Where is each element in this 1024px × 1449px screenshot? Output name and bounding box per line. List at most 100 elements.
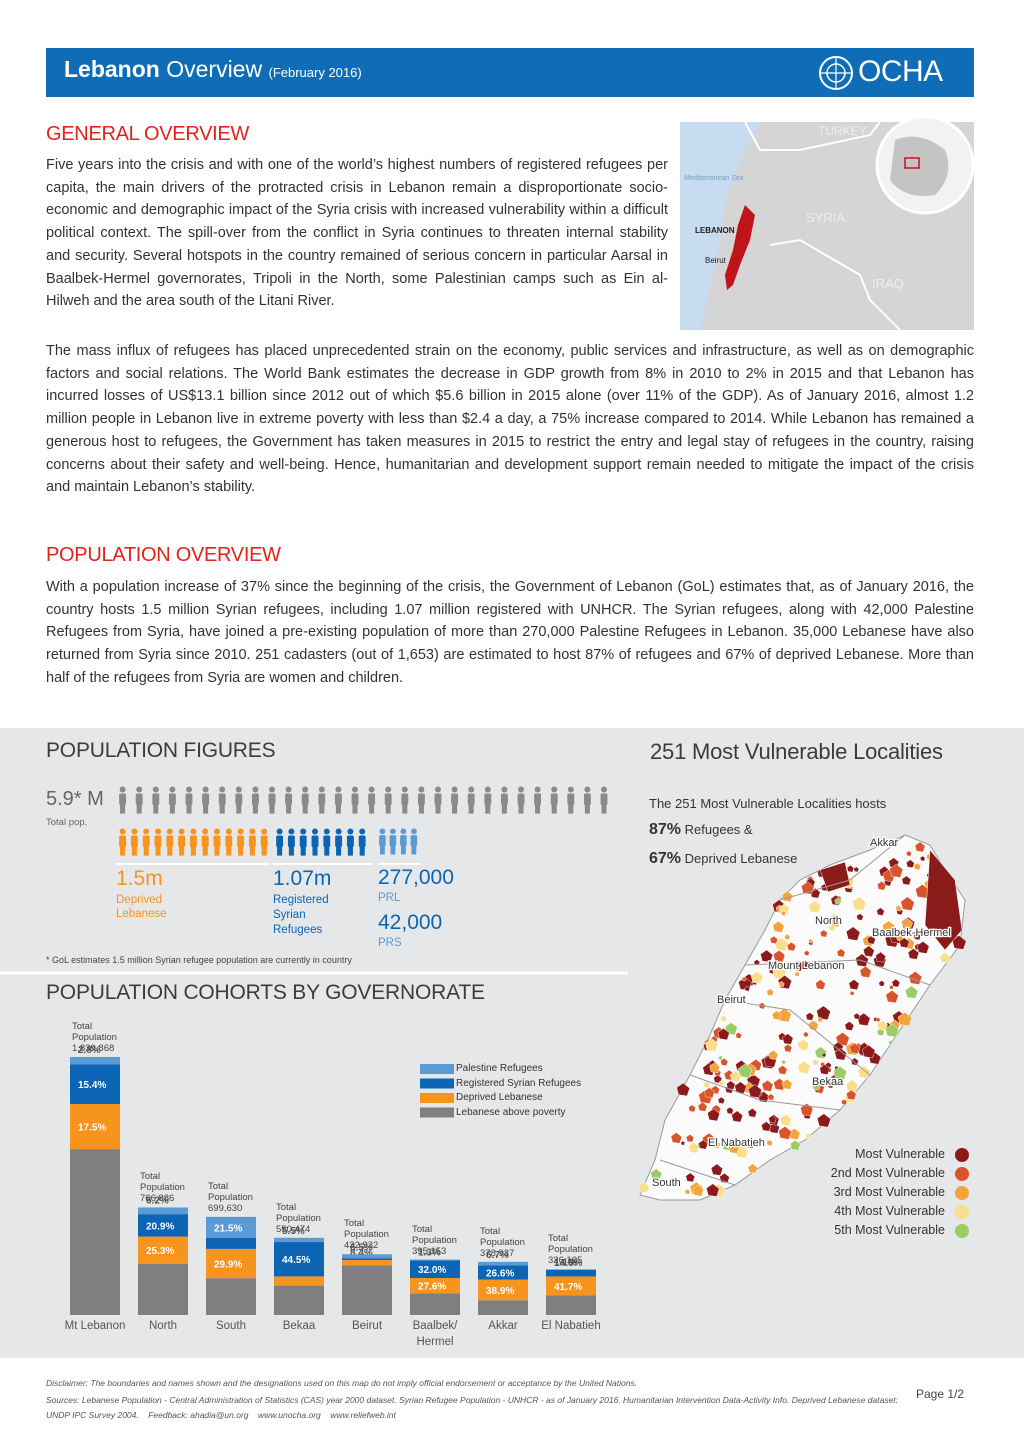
icon-legs xyxy=(568,804,574,814)
segment-label: 6.5% xyxy=(350,1242,373,1253)
icon-legs xyxy=(518,804,524,814)
locality xyxy=(718,1055,724,1061)
legend-label: 2nd Most Vulnerable xyxy=(830,1166,945,1180)
locality xyxy=(866,935,876,945)
locality xyxy=(717,1096,725,1104)
icon-body xyxy=(384,793,392,805)
icon-body xyxy=(484,793,492,805)
person-icon xyxy=(346,828,354,856)
figure-label: Registered Syrian Refugees xyxy=(273,894,329,936)
bar-segment xyxy=(70,1149,120,1315)
locality xyxy=(703,1081,711,1089)
locality xyxy=(862,1044,876,1059)
icon-body xyxy=(550,793,558,805)
locality xyxy=(692,1185,704,1197)
person-icon xyxy=(323,828,331,856)
locality xyxy=(794,971,800,977)
person-icon xyxy=(410,828,418,855)
icon-body xyxy=(400,835,407,847)
icon-body xyxy=(235,793,243,805)
icon-head xyxy=(276,828,283,835)
locality xyxy=(805,1132,812,1140)
locality xyxy=(900,896,915,911)
legend-dot xyxy=(955,1224,969,1238)
locality xyxy=(717,1028,730,1041)
figure-value: 1.5m xyxy=(116,867,163,890)
locality xyxy=(877,881,887,891)
icon-legs xyxy=(136,804,142,814)
locality xyxy=(747,1108,758,1118)
icon-body xyxy=(154,835,162,847)
icon-legs xyxy=(219,804,225,814)
person-icon xyxy=(301,786,309,814)
icon-body xyxy=(218,793,226,805)
locality xyxy=(812,1058,819,1066)
icon-head xyxy=(312,828,318,835)
icon-body xyxy=(178,835,186,847)
x-tick-label: North xyxy=(148,1320,178,1332)
icon-legs xyxy=(435,804,441,814)
inset-lebanon xyxy=(725,205,755,290)
person-icon xyxy=(379,828,386,855)
paragraph: Five years into the crisis and with one … xyxy=(46,157,668,310)
locality xyxy=(849,990,855,996)
segment-label: 41.7% xyxy=(554,1282,582,1293)
paragraph: The mass influx of refugees has placed u… xyxy=(46,343,974,496)
icon-legs xyxy=(402,804,408,814)
icon-head xyxy=(584,786,591,793)
locality xyxy=(820,929,828,938)
locality xyxy=(783,1043,793,1053)
locality xyxy=(875,951,886,963)
icon-head xyxy=(534,786,541,793)
legend-swatch xyxy=(420,1078,454,1089)
legend-label: Lebanese above poverty xyxy=(456,1106,566,1118)
icon-head xyxy=(300,828,307,835)
map-localities xyxy=(638,841,967,1198)
total-value: 5.9* M xyxy=(46,788,104,810)
person-icon xyxy=(142,828,150,856)
locality xyxy=(782,1033,794,1045)
locality xyxy=(819,861,851,893)
icon-body xyxy=(248,835,256,847)
footnote: * GoL estimates 1.5 million Syrian refug… xyxy=(46,955,352,965)
icon-body xyxy=(299,835,307,847)
icon-head xyxy=(501,786,508,793)
locality xyxy=(761,1079,774,1092)
bar-segment xyxy=(546,1276,596,1296)
icon-legs xyxy=(236,804,242,814)
locality xyxy=(913,862,922,871)
locality xyxy=(828,924,836,932)
icon-body xyxy=(251,793,259,805)
icon-head xyxy=(418,786,425,793)
person-icon xyxy=(417,786,425,814)
inset-globe-marker xyxy=(904,157,920,169)
locality xyxy=(876,907,885,916)
locality xyxy=(721,1140,732,1151)
icon-legs xyxy=(319,804,325,814)
icon-head xyxy=(155,828,161,835)
bar-segment xyxy=(138,1207,188,1215)
icon-body xyxy=(401,793,409,805)
locality xyxy=(808,900,822,914)
icon-legs xyxy=(143,846,149,856)
legend-dot xyxy=(955,1205,969,1219)
locality xyxy=(698,1139,708,1150)
icon-body xyxy=(600,793,608,805)
title-bold: Lebanon xyxy=(64,56,160,82)
icon-legs xyxy=(302,804,308,814)
locality xyxy=(772,965,787,980)
locality xyxy=(816,1005,831,1021)
legend-dot xyxy=(955,1186,969,1200)
icon-head xyxy=(288,828,295,835)
icon-legs xyxy=(601,804,607,814)
locality xyxy=(777,1065,788,1075)
icon-head xyxy=(352,786,358,793)
map-label: El Nabatieh xyxy=(708,1137,765,1149)
person-icon xyxy=(334,786,342,814)
total-label-text: Total Population xyxy=(72,1021,117,1043)
person-icon xyxy=(484,786,492,814)
person-icon xyxy=(401,786,409,814)
total-label: Total Population 432,932 xyxy=(344,1218,402,1251)
total-value: 699,630 xyxy=(208,1202,243,1214)
person-icon xyxy=(311,828,319,856)
